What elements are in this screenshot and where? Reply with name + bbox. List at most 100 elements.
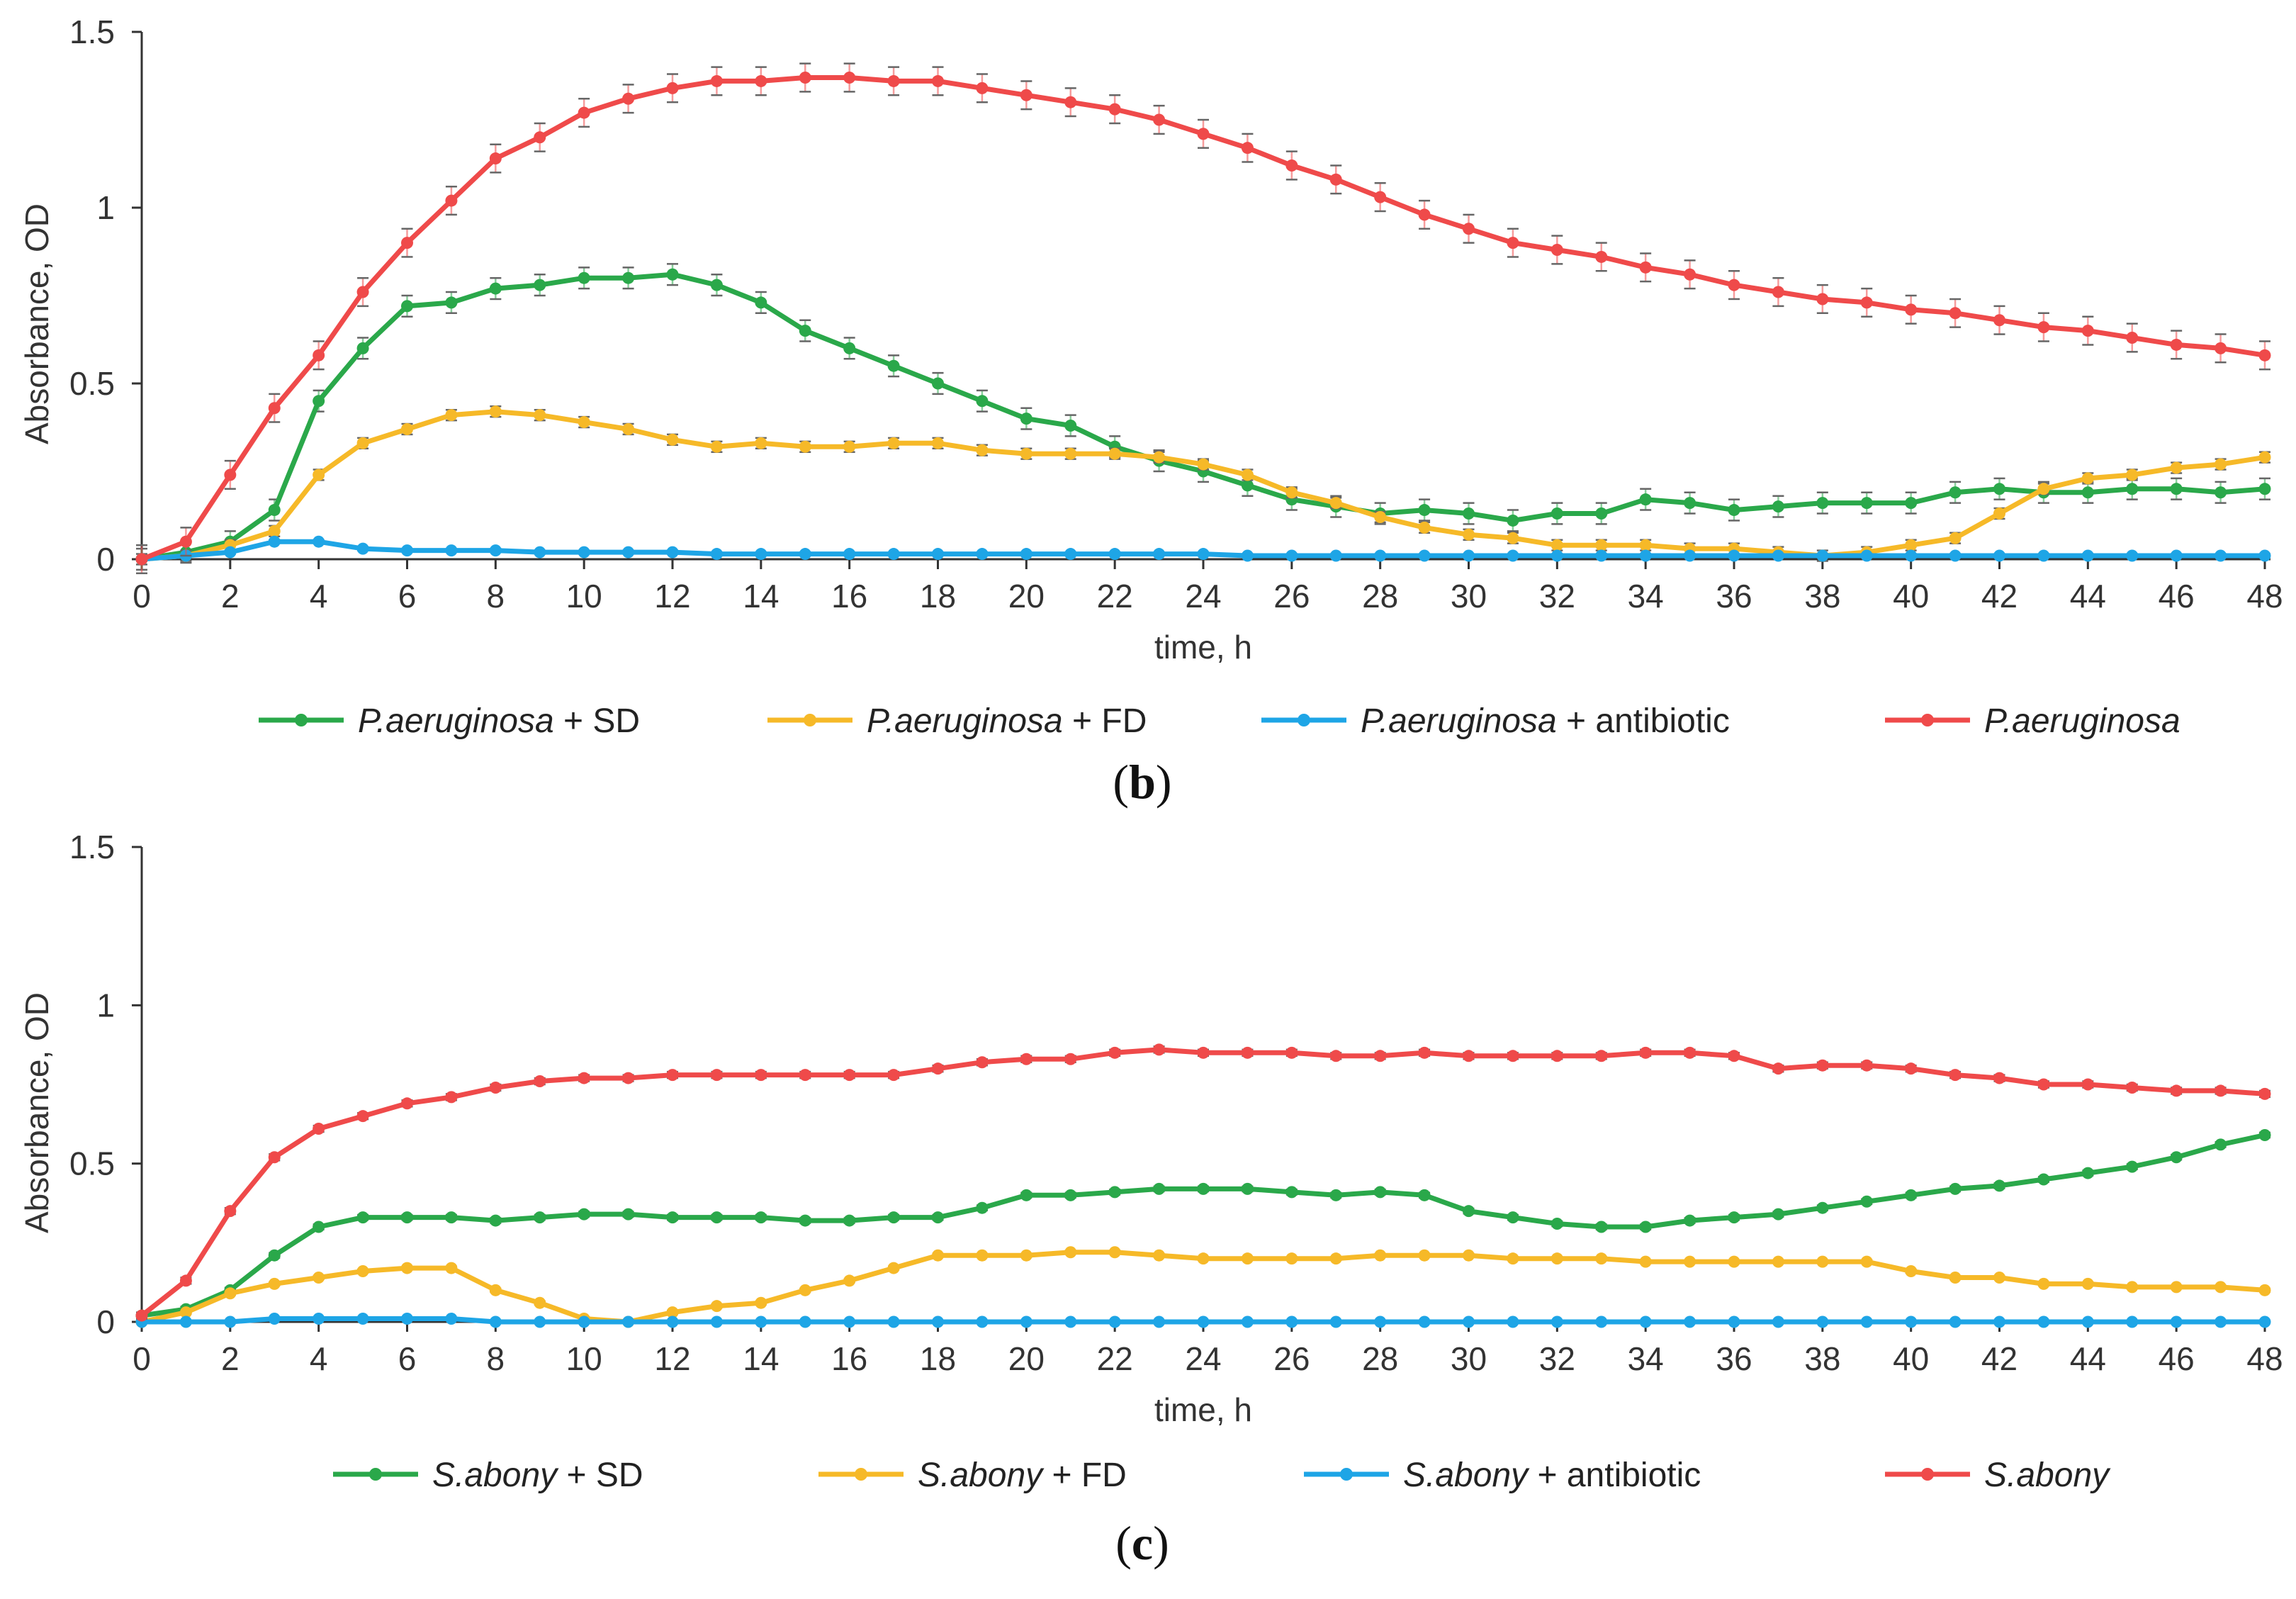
data-point: [1551, 507, 1563, 520]
data-point: [578, 546, 590, 559]
data-point: [1993, 1315, 2005, 1328]
data-point: [356, 542, 369, 555]
data-point: [710, 548, 723, 561]
x-tick-label: 20: [1008, 578, 1045, 615]
data-point: [1463, 1249, 1475, 1262]
data-point: [1108, 1315, 1121, 1328]
data-point: [1153, 451, 1166, 464]
x-tick-label: 42: [1981, 1340, 2018, 1377]
data-point: [1418, 1315, 1431, 1328]
x-tick-label: 36: [1716, 1340, 1752, 1377]
data-point: [2215, 342, 2227, 354]
data-point: [1463, 223, 1475, 235]
data-point: [224, 1287, 237, 1300]
data-point: [932, 1062, 944, 1075]
data-point: [1772, 1208, 1784, 1221]
data-point: [932, 548, 944, 561]
data-point: [622, 271, 635, 284]
legend-label: P.aeruginosa + SD: [358, 702, 640, 740]
x-tick-label: 20: [1008, 1340, 1045, 1377]
data-point: [401, 1211, 413, 1224]
data-point: [2081, 472, 2094, 485]
panel-label-open-paren: (: [1115, 1516, 1132, 1570]
data-point: [1374, 1249, 1387, 1262]
data-point: [2215, 1315, 2227, 1328]
data-point: [887, 1211, 900, 1224]
x-tick-label: 2: [221, 1340, 240, 1377]
data-point: [2258, 1284, 2271, 1296]
x-tick-label: 14: [743, 1340, 779, 1377]
data-point: [1374, 1050, 1387, 1062]
data-point: [2215, 458, 2227, 471]
data-point: [1772, 1255, 1784, 1268]
x-tick-label: 16: [831, 578, 867, 615]
data-point: [534, 1211, 546, 1224]
data-point: [1329, 1189, 1342, 1201]
data-point: [534, 546, 546, 559]
data-point: [1153, 1043, 1166, 1056]
legend-label: S.abony + SD: [432, 1457, 643, 1494]
data-point: [1374, 191, 1387, 203]
data-point: [1285, 1252, 1298, 1265]
data-point: [445, 544, 458, 557]
data-point: [1551, 549, 1563, 562]
x-tick-label: 28: [1362, 578, 1398, 615]
data-point: [268, 1277, 281, 1290]
data-point: [1374, 1186, 1387, 1199]
data-point: [1860, 1195, 1873, 1208]
data-point: [1108, 548, 1121, 561]
data-point: [1418, 504, 1431, 517]
data-point: [1905, 1189, 1918, 1201]
data-point: [2170, 338, 2183, 351]
data-point: [1329, 173, 1342, 186]
data-point: [1241, 1315, 1254, 1328]
data-point: [1639, 1315, 1652, 1328]
data-point: [268, 1151, 281, 1164]
y-tick-label: 1.5: [69, 13, 115, 50]
x-tick-label: 12: [654, 578, 690, 615]
legend-item-0: S.abony + SD: [333, 1457, 643, 1494]
data-point: [2037, 483, 2050, 495]
legend-label-species: S.abony: [918, 1457, 1045, 1494]
data-point: [887, 1262, 900, 1274]
data-point: [1418, 549, 1431, 562]
data-point: [666, 82, 679, 94]
legend-item-1: S.abony + FD: [818, 1457, 1127, 1494]
data-point: [1816, 1201, 1829, 1214]
data-point: [710, 1069, 723, 1082]
panel-label-letter: b: [1129, 755, 1156, 809]
data-point: [2215, 549, 2227, 562]
data-point: [710, 1300, 723, 1313]
data-point: [489, 544, 502, 557]
data-point: [1684, 1046, 1696, 1059]
data-point: [1639, 493, 1652, 506]
data-point: [2258, 549, 2271, 562]
data-point: [1285, 1046, 1298, 1059]
data-point: [1108, 1046, 1121, 1059]
data-point: [1241, 142, 1254, 155]
data-point: [534, 409, 546, 422]
data-point: [755, 1211, 767, 1224]
x-tick-label: 6: [398, 578, 417, 615]
data-point: [1905, 1315, 1918, 1328]
x-tick-label: 16: [831, 1340, 867, 1377]
data-point: [1905, 1265, 1918, 1278]
panel-label: (b): [1113, 755, 1171, 809]
data-point: [1064, 447, 1077, 460]
data-point: [976, 1201, 989, 1214]
data-point: [1816, 1059, 1829, 1072]
data-point: [1241, 549, 1254, 562]
chart-panel-c: 00.511.50 2 4 6 8 10 12 14 16 18 20 22 24 26 28 30 32 34 3…: [18, 829, 2283, 1570]
data-point: [1064, 548, 1077, 561]
data-point: [1551, 1050, 1563, 1062]
data-point: [666, 268, 679, 281]
legend-swatch-marker: [1298, 714, 1310, 726]
data-point: [2037, 1078, 2050, 1091]
x-tick-label: 36: [1716, 578, 1752, 615]
series-0: [135, 1128, 2271, 1322]
data-point: [313, 395, 325, 408]
data-point: [2081, 1315, 2094, 1328]
data-point: [401, 300, 413, 313]
data-point: [622, 546, 635, 559]
data-point: [1020, 1053, 1032, 1065]
